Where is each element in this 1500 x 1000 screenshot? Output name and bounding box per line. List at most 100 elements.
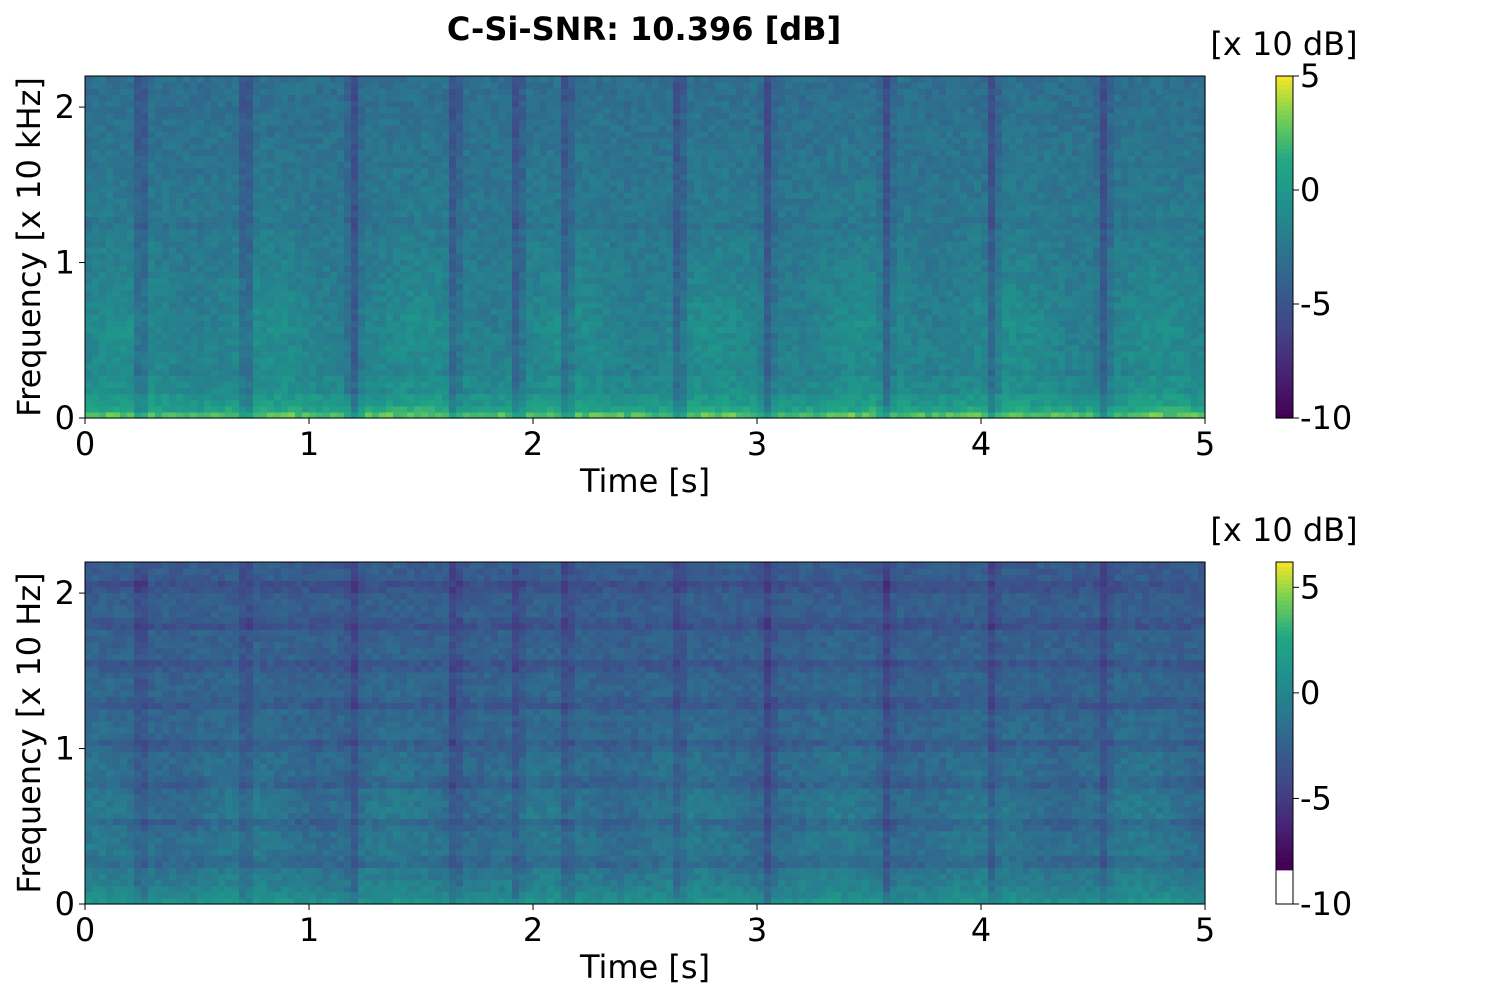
heatmap-cell [428, 283, 436, 291]
heatmap-cell [547, 228, 555, 236]
heatmap-cell [435, 185, 443, 193]
heatmap-cell [463, 283, 471, 291]
heatmap-cell [435, 161, 443, 169]
heatmap-cell [491, 277, 499, 285]
heatmap-cell [358, 247, 366, 254]
heatmap-cell [309, 216, 317, 224]
heatmap-cell [442, 179, 450, 187]
heatmap-cell [120, 283, 128, 291]
heatmap-cell [582, 344, 590, 352]
heatmap-cell [295, 161, 303, 169]
heatmap-cell [477, 387, 485, 395]
heatmap-cell [561, 112, 569, 120]
heatmap-cell [708, 363, 716, 370]
heatmap-cell [491, 88, 499, 95]
heatmap-cell [694, 210, 702, 218]
heatmap-cell [400, 271, 408, 279]
heatmap-cell [365, 228, 373, 236]
heatmap-cell [351, 198, 359, 205]
heatmap-cell [407, 259, 415, 266]
heatmap-cell [183, 283, 191, 291]
heatmap-cell [449, 100, 457, 108]
heatmap-cell [295, 76, 303, 83]
heatmap-cell [330, 173, 338, 181]
heatmap-cell [148, 76, 156, 83]
heatmap-cell [645, 76, 653, 83]
heatmap-cell [379, 76, 387, 83]
heatmap-cell [547, 185, 555, 193]
heatmap-cell [512, 399, 520, 407]
heatmap-cell [204, 289, 212, 297]
heatmap-cell [148, 344, 156, 352]
heatmap-cell [351, 112, 359, 120]
heatmap-cell [575, 167, 583, 175]
heatmap-cell [631, 393, 639, 401]
heatmap-cell [526, 253, 534, 260]
heatmap-cell [183, 338, 191, 346]
heatmap-cell [505, 301, 513, 309]
heatmap-cell [575, 326, 583, 334]
heatmap-cell [456, 375, 464, 382]
heatmap-cell [442, 338, 450, 346]
heatmap-cell [267, 289, 275, 297]
heatmap-cell [85, 82, 93, 89]
heatmap-cell [358, 112, 366, 120]
heatmap-cell [589, 167, 597, 175]
heatmap-cell [190, 399, 198, 407]
heatmap-cell [365, 350, 373, 358]
heatmap-cell [568, 192, 576, 199]
heatmap-cell [582, 308, 590, 315]
heatmap-cell [631, 179, 639, 187]
heatmap-cell [393, 393, 401, 401]
heatmap-cell [561, 363, 569, 370]
heatmap-cell [596, 179, 604, 187]
heatmap-cell [400, 149, 408, 156]
heatmap-cell [687, 265, 695, 273]
heatmap-cell [246, 320, 254, 327]
heatmap-cell [113, 82, 121, 89]
heatmap-cell [127, 338, 135, 346]
heatmap-cell [190, 179, 198, 187]
heatmap-cell [183, 130, 191, 138]
heatmap-cell [183, 314, 191, 321]
heatmap-cell [365, 88, 373, 95]
heatmap-cell [120, 393, 128, 401]
heatmap-cell [309, 88, 317, 95]
heatmap-cell [323, 210, 331, 218]
heatmap-cell [603, 185, 611, 193]
heatmap-cell [498, 137, 506, 144]
heatmap-cell [554, 76, 562, 83]
heatmap-cell [316, 118, 324, 126]
heatmap-cell [673, 216, 681, 224]
heatmap-cell [456, 161, 464, 169]
heatmap-cell [148, 167, 156, 175]
heatmap-cell [260, 82, 268, 89]
heatmap-cell [610, 399, 618, 407]
heatmap-cell [561, 82, 569, 89]
heatmap-cell [134, 387, 142, 395]
heatmap-cell [428, 118, 436, 126]
heatmap-cell [603, 88, 611, 95]
heatmap-cell [141, 369, 149, 376]
heatmap-cell [596, 149, 604, 156]
heatmap-cell [428, 185, 436, 193]
heatmap-cell [148, 185, 156, 193]
heatmap-cell [274, 155, 282, 163]
heatmap-cell [470, 405, 478, 413]
heatmap-cell [176, 155, 184, 163]
heatmap-cell [253, 369, 261, 376]
heatmap-cell [169, 356, 177, 364]
heatmap-cell [365, 344, 373, 352]
heatmap-cell [540, 161, 548, 169]
heatmap-cell [113, 399, 121, 407]
heatmap-cell [533, 326, 541, 334]
heatmap-cell [645, 405, 653, 413]
heatmap-cell [176, 283, 184, 291]
heatmap-cell [673, 411, 681, 419]
heatmap-cell [197, 192, 205, 199]
heatmap-cell [190, 356, 198, 364]
heatmap-cell [225, 308, 233, 315]
heatmap-cell [568, 88, 576, 95]
heatmap-cell [582, 112, 590, 120]
heatmap-cell [330, 210, 338, 218]
